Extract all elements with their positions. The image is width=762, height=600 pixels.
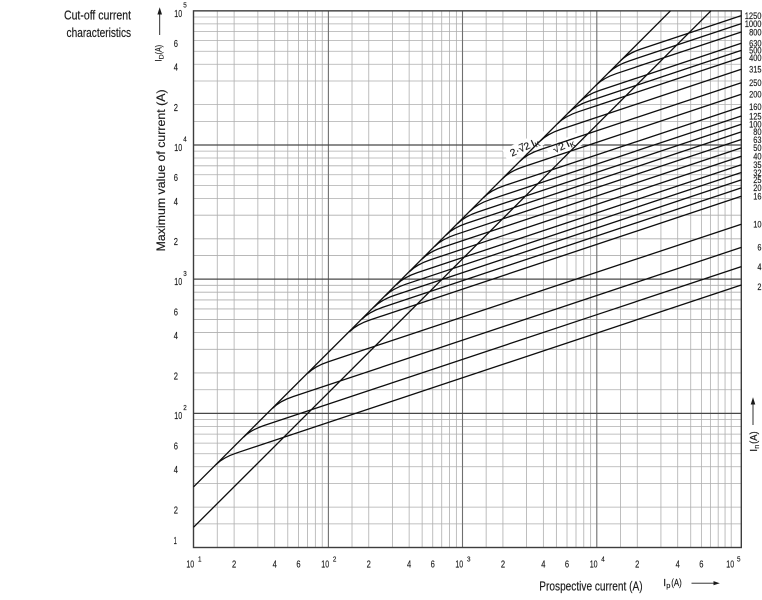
svg-text:2: 2 [174,371,179,382]
svg-text:6: 6 [174,307,179,318]
svg-text:4: 4 [183,135,187,144]
svg-text:characteristics: characteristics [67,25,132,40]
svg-text:Cut-off current: Cut-off current [64,7,131,22]
svg-text:2: 2 [174,103,179,114]
svg-text:125: 125 [749,111,761,121]
svg-text:10: 10 [174,411,182,422]
svg-text:25: 25 [753,175,761,185]
svg-text:3: 3 [183,269,187,278]
svg-text:D: D [158,54,165,59]
svg-text:4: 4 [174,63,179,74]
svg-text:6: 6 [431,560,436,571]
svg-text:1: 1 [198,555,202,564]
svg-text:400: 400 [749,53,761,63]
svg-text:5: 5 [737,555,741,564]
svg-text:1250: 1250 [745,11,762,21]
svg-text:800: 800 [749,27,761,37]
svg-text:4: 4 [407,560,412,571]
svg-text:4: 4 [174,465,179,476]
svg-text:2: 2 [174,237,179,248]
svg-text:10: 10 [455,560,463,571]
svg-text:(A): (A) [154,45,164,54]
svg-text:2: 2 [232,560,237,571]
svg-text:80: 80 [753,127,761,137]
svg-text:6: 6 [757,243,761,253]
svg-text:2: 2 [635,560,640,571]
svg-text:I: I [749,449,760,452]
svg-text:6: 6 [565,560,570,571]
svg-text:4: 4 [676,560,681,571]
svg-text:1: 1 [174,536,177,547]
svg-text:10: 10 [321,560,329,571]
svg-text:160: 160 [749,102,761,112]
svg-text:4: 4 [273,560,278,571]
svg-text:4: 4 [174,331,179,342]
svg-text:6: 6 [174,442,179,453]
svg-text:4: 4 [541,560,546,571]
svg-text:35: 35 [753,160,761,170]
svg-text:63: 63 [753,135,761,145]
svg-text:10: 10 [726,560,734,571]
svg-text:n: n [752,445,761,449]
svg-text:(A): (A) [671,578,682,589]
svg-text:6: 6 [174,173,179,184]
svg-text:4: 4 [174,197,179,208]
svg-text:10: 10 [174,143,182,154]
svg-text:4: 4 [601,555,605,564]
svg-text:6: 6 [296,560,301,571]
svg-text:10: 10 [186,560,194,571]
svg-text:100: 100 [749,120,761,130]
svg-text:630: 630 [749,39,761,49]
svg-text:10: 10 [174,277,182,288]
svg-text:I: I [154,59,164,62]
svg-text:I: I [663,578,666,589]
svg-text:10: 10 [174,9,182,20]
svg-text:10: 10 [753,220,761,230]
svg-text:2: 2 [333,555,337,564]
svg-text:5: 5 [183,0,187,9]
svg-text:3: 3 [467,555,471,564]
svg-text:6: 6 [699,560,704,571]
svg-text:10: 10 [590,560,598,571]
svg-text:16: 16 [753,192,761,202]
svg-text:200: 200 [749,90,761,100]
svg-text:2: 2 [367,560,372,571]
svg-text:2: 2 [174,506,179,517]
svg-text:315: 315 [749,65,761,75]
svg-text:2: 2 [757,282,761,292]
svg-text:500: 500 [749,46,761,56]
svg-text:20: 20 [753,183,761,193]
svg-text:40: 40 [753,152,761,162]
svg-text:250: 250 [749,78,761,88]
svg-text:4: 4 [757,262,761,272]
svg-text:6: 6 [174,39,179,50]
svg-text:1000: 1000 [745,19,762,29]
svg-text:Maximum value of current (A): Maximum value of current (A) [154,89,168,251]
svg-text:2: 2 [183,403,187,412]
svg-text:p: p [666,581,670,590]
svg-text:Prospective current (A): Prospective current (A) [539,579,642,594]
svg-text:50: 50 [753,143,761,153]
svg-text:32: 32 [753,168,761,178]
svg-text:(A): (A) [749,431,760,444]
svg-text:2: 2 [501,560,506,571]
